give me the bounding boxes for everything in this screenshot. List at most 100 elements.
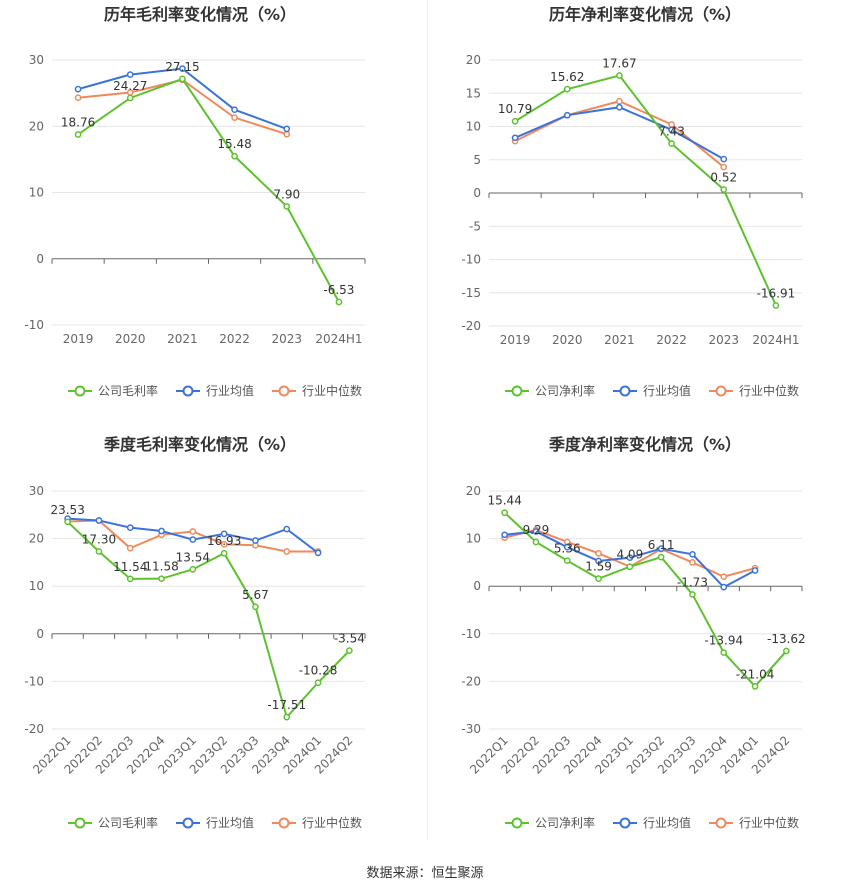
data-point-median (126, 544, 134, 552)
data-point-avg (626, 554, 634, 561)
data-point-avg (689, 550, 696, 558)
series-line-median (514, 100, 725, 168)
data-point-company (563, 557, 571, 565)
data-label: 18.76 (61, 115, 95, 129)
y-tick-label: 10 (29, 186, 44, 200)
data-point-company (220, 549, 228, 557)
y-tick-label: 15 (466, 86, 481, 100)
data-point-avg (179, 65, 186, 72)
data-point-company (231, 152, 238, 160)
legend-label: 行业中位数 (302, 383, 362, 398)
legend-label: 公司毛利率 (98, 815, 158, 830)
data-point-company (595, 575, 602, 582)
data-label: 5.36 (554, 542, 581, 556)
data-point-median (595, 550, 602, 557)
data-label: -1.73 (677, 575, 708, 589)
y-tick-label: 0 (473, 579, 481, 593)
data-point-median (220, 540, 228, 548)
data-point-company (532, 538, 540, 546)
data-point-company (179, 75, 186, 83)
data-label: 1.59 (585, 560, 612, 574)
data-point-company (314, 679, 322, 687)
legend-swatch-marker (619, 817, 631, 829)
data-label: 6.11 (648, 538, 675, 552)
chart-title: 历年毛利率变化情况（%） (104, 5, 296, 24)
data-point-avg (126, 71, 134, 78)
y-tick-label: -30 (461, 722, 481, 736)
data-point-median (720, 573, 728, 581)
series-line-company (503, 511, 788, 688)
data-point-avg (220, 530, 228, 538)
y-tick-label: -20 (461, 319, 481, 333)
chart-title: 季度净利率变化情况（%） (548, 435, 741, 454)
data-label: 4.09 (616, 548, 643, 562)
data-label: 7.43 (658, 125, 685, 139)
data-point-median (231, 114, 238, 121)
data-point-median (616, 97, 623, 105)
y-tick-label: 0 (36, 627, 44, 641)
data-label: 17.67 (602, 56, 636, 70)
data-point-avg (616, 103, 623, 111)
data-point-avg (595, 557, 602, 565)
data-label: -16.91 (757, 286, 796, 300)
data-point-avg (283, 125, 291, 133)
data-point-median (720, 163, 728, 171)
legend-label: 行业中位数 (739, 815, 799, 830)
y-tick-label: 30 (29, 484, 44, 498)
data-point-avg (189, 536, 197, 543)
data-point-avg (126, 524, 134, 532)
data-point-company (283, 713, 291, 721)
y-tick-label: -20 (461, 674, 481, 688)
data-label: 16.93 (207, 534, 241, 548)
data-point-avg (511, 134, 519, 142)
data-point-company (511, 117, 519, 125)
data-point-median (283, 130, 291, 138)
x-tick-label: 2020 (552, 333, 583, 347)
data-label: 27.15 (165, 60, 199, 74)
data-label: 23.53 (50, 503, 84, 517)
y-tick-label: -10 (461, 627, 481, 641)
y-tick-label: -10 (24, 674, 44, 688)
chart-title: 季度毛利率变化情况（%） (103, 435, 296, 454)
data-point-avg (314, 549, 322, 557)
x-tick-label: 2024H1 (315, 332, 362, 346)
data-point-avg (720, 583, 728, 591)
data-label: 24.27 (113, 79, 147, 93)
panel-divider (427, 0, 428, 840)
data-label: 7.90 (273, 187, 300, 201)
legend-swatch-marker (511, 817, 523, 829)
legend-swatch-marker (511, 385, 523, 397)
data-label: -3.54 (334, 632, 365, 646)
data-point-avg (668, 126, 675, 134)
legend-swatch-marker (74, 817, 86, 829)
data-label: -13.62 (767, 632, 806, 646)
x-tick-label: 2023 (271, 332, 302, 346)
data-point-avg (158, 527, 165, 535)
data-point-company (95, 548, 103, 555)
data-point-avg (657, 545, 665, 552)
legend-swatch-marker (278, 817, 290, 829)
data-point-avg (95, 517, 103, 524)
data-point-avg (283, 525, 291, 533)
data-point-company (720, 649, 728, 656)
data-point-company (126, 94, 134, 102)
data-point-avg (74, 85, 82, 93)
data-label: 17.30 (82, 532, 116, 546)
legend-label: 行业均值 (643, 383, 691, 398)
data-point-company (616, 72, 623, 79)
y-tick-label: 10 (466, 532, 481, 546)
data-point-company (64, 518, 72, 526)
series-line-company (77, 77, 340, 303)
y-tick-label: 20 (466, 53, 481, 67)
data-label: 15.44 (487, 494, 521, 508)
x-tick-label: 2023 (708, 333, 739, 347)
quarterly-gross-margin-chart: 季度毛利率变化情况（%）-20-1001020302022Q12022Q2202… (24, 435, 366, 830)
y-tick-label: -10 (24, 318, 44, 332)
data-label: 15.48 (217, 137, 251, 151)
data-label: -6.53 (323, 283, 354, 297)
y-tick-label: 10 (29, 579, 44, 593)
y-tick-label: 0 (473, 186, 481, 200)
data-label: 0.52 (710, 171, 737, 185)
y-tick-label: 30 (29, 53, 44, 67)
data-point-avg (563, 111, 571, 119)
